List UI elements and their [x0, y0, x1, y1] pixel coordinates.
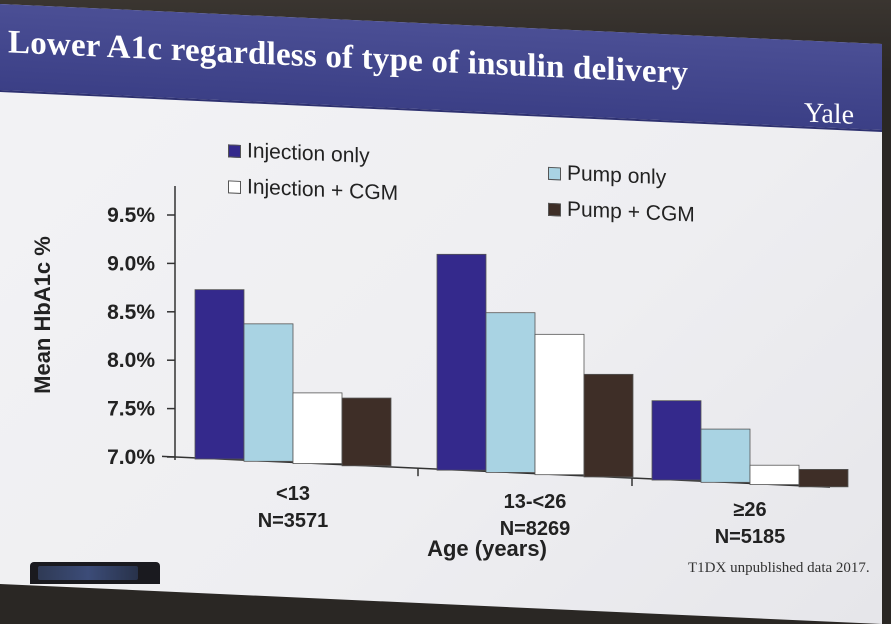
x-category-label: 13-<26: [504, 491, 567, 513]
x-category-label: <13: [276, 483, 310, 505]
y-tick-label: 7.0%: [107, 446, 155, 469]
x-category-count: N=5185: [715, 526, 786, 548]
bar-1-0: [436, 253, 487, 471]
bar-1-2: [534, 333, 585, 476]
x-axis-title: Age (years): [427, 536, 547, 561]
bar-2-3: [798, 469, 849, 488]
y-tick-label: 7.5%: [107, 398, 155, 421]
x-category-label: ≥26: [733, 499, 766, 521]
bar-2-2: [749, 464, 800, 485]
y-tick-label: 9.5%: [107, 204, 155, 227]
y-axis-title: Mean HbA1c %: [30, 236, 55, 394]
phone-screen: [38, 566, 138, 580]
y-tick-label: 9.0%: [107, 252, 155, 275]
bar-0-1: [243, 323, 294, 462]
bar-0-0: [194, 289, 245, 460]
footnote: T1DX unpublished data 2017.: [688, 560, 870, 576]
bar-chart: 9.5% 9.0% 8.5% 8.0% 7.5% 7.0% Mean HbA1c % <13 N…: [30, 186, 849, 561]
bar-2-1: [700, 428, 751, 483]
bar-0-2: [292, 392, 343, 464]
y-tick-label: 8.5%: [107, 301, 155, 324]
bar-1-1: [485, 312, 536, 473]
x-category-count: N=8269: [500, 518, 571, 540]
y-tick-label: 8.0%: [107, 349, 155, 372]
x-category-count: N=3571: [258, 510, 329, 532]
bar-2-0: [651, 400, 702, 481]
bar-0-3: [341, 397, 392, 467]
bar-1-3: [583, 373, 634, 478]
